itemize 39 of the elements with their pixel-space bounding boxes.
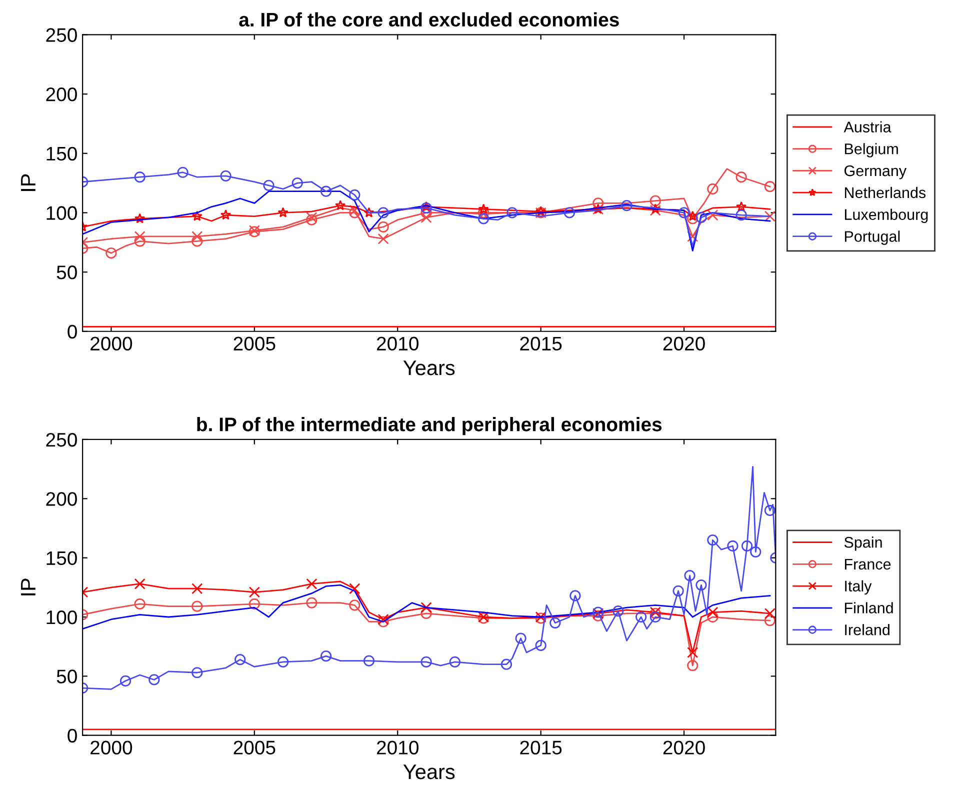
x-tick-label: 2020 xyxy=(663,336,705,351)
x-tick-label: 2005 xyxy=(234,336,276,351)
legend-label: Germany xyxy=(844,165,907,180)
legend-label: Spain xyxy=(844,536,882,551)
y-axis-title: IP xyxy=(21,174,36,191)
chart-title: a. IP of the core and excluded economies xyxy=(239,12,619,27)
x-tick-label: 2000 xyxy=(90,740,132,754)
x-tick-label: 2005 xyxy=(234,740,276,754)
y-tick-label: 0 xyxy=(68,728,77,743)
legend-label: Portugal xyxy=(844,230,900,245)
y-tick-label: 50 xyxy=(56,670,77,684)
x-tick-label: 2015 xyxy=(520,740,562,754)
x-tick-label: 2015 xyxy=(520,336,562,351)
x-axis-title: Years xyxy=(403,764,455,780)
y-tick-label: 0 xyxy=(68,324,77,339)
chart-title: b. IP of the intermediate and peripheral economies xyxy=(197,417,662,436)
legend-label: Ireland xyxy=(845,624,890,636)
y-tick-label: 50 xyxy=(56,266,77,280)
y-tick-label: 150 xyxy=(46,146,77,161)
y-tick-label: 100 xyxy=(46,206,77,220)
y-tick-label: 250 xyxy=(46,28,77,42)
x-tick-label: 2010 xyxy=(376,740,418,754)
y-tick-label: 100 xyxy=(46,610,77,624)
y-tick-label: 200 xyxy=(46,88,77,102)
legend-label: Netherlands xyxy=(844,186,926,198)
legend-label: Austria xyxy=(844,121,892,132)
y-tick-label: 200 xyxy=(46,492,77,506)
legend-label: France xyxy=(844,558,891,570)
legend-label: Luxembourg xyxy=(844,208,928,223)
y-axis-title: IP xyxy=(21,578,36,596)
x-axis-title: Years xyxy=(403,360,455,376)
y-tick-label: 250 xyxy=(46,432,77,447)
legend-label: Finland xyxy=(844,602,893,614)
legend-label: Belgium xyxy=(844,143,898,158)
x-tick-label: 2000 xyxy=(90,336,132,351)
y-tick-label: 150 xyxy=(46,551,77,566)
legend-label: Italy xyxy=(845,580,872,595)
x-tick-label: 2020 xyxy=(663,740,705,754)
x-tick-label: 2010 xyxy=(376,336,418,351)
